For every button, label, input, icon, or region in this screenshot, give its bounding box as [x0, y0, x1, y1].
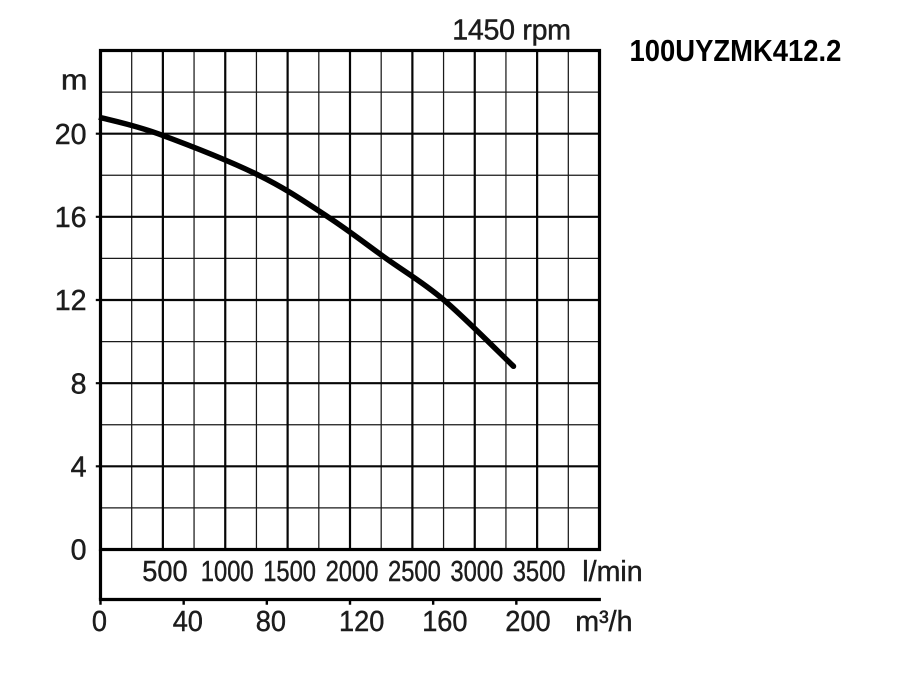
- svg-text:1000: 1000: [201, 555, 254, 588]
- svg-text:3500: 3500: [513, 555, 566, 588]
- svg-text:0: 0: [71, 535, 87, 567]
- svg-text:3000: 3000: [450, 555, 503, 588]
- svg-text:2000: 2000: [326, 555, 379, 588]
- svg-text:m: m: [61, 65, 88, 96]
- svg-text:1500: 1500: [263, 555, 316, 588]
- svg-text:12: 12: [55, 285, 87, 317]
- svg-text:0: 0: [92, 605, 107, 637]
- svg-text:200: 200: [505, 605, 550, 637]
- svg-text:80: 80: [256, 605, 286, 637]
- svg-text:500: 500: [142, 555, 187, 587]
- svg-text:2500: 2500: [388, 555, 441, 588]
- svg-text:100UYZMK412.2: 100UYZMK412.2: [630, 34, 842, 68]
- svg-text:8: 8: [71, 368, 87, 400]
- svg-text:1450 rpm: 1450 rpm: [452, 15, 570, 47]
- svg-text:160: 160: [422, 605, 467, 637]
- svg-text:20: 20: [55, 119, 87, 151]
- svg-text:l/min: l/min: [582, 556, 642, 588]
- svg-text:4: 4: [71, 452, 87, 484]
- svg-text:16: 16: [55, 202, 87, 234]
- svg-text:m³/h: m³/h: [575, 606, 632, 638]
- svg-text:40: 40: [173, 605, 203, 637]
- svg-text:120: 120: [339, 605, 384, 637]
